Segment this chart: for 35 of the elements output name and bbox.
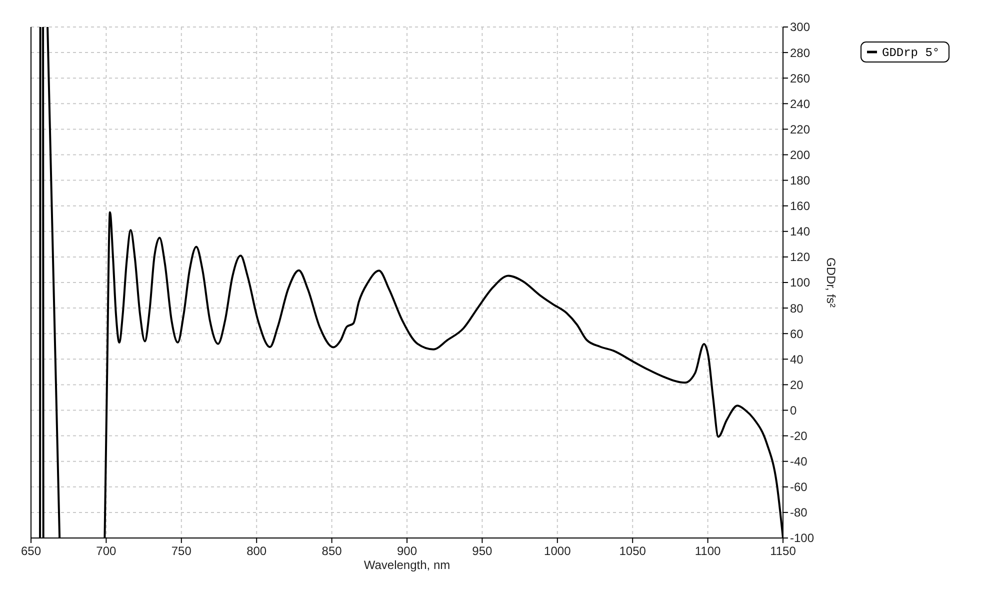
y-axis-title: GDDr, fs² <box>824 258 838 308</box>
x-tick-label: 1100 <box>694 544 722 558</box>
y-tick-label: 100 <box>790 276 810 290</box>
legend-label: GDDrp 5° <box>882 46 940 60</box>
y-tick-label: 60 <box>790 326 804 341</box>
x-tick-label: 950 <box>472 544 493 558</box>
y-tick-label: 200 <box>790 148 810 162</box>
x-tick-label: 1150 <box>770 544 796 558</box>
x-tick-label: 1000 <box>544 544 572 558</box>
x-tick-label: 850 <box>322 544 342 558</box>
y-tick-label: -60 <box>790 480 808 494</box>
y-tick-label: -100 <box>790 531 814 546</box>
y-tick-label: -40 <box>790 454 808 469</box>
y-tick-label: 220 <box>790 122 810 136</box>
y-tick-label: 0 <box>790 403 797 418</box>
x-tick-label: 900 <box>396 544 418 558</box>
x-tick-label: 650 <box>20 544 42 558</box>
y-tick-label: 280 <box>790 46 810 60</box>
y-tick-label: 240 <box>790 96 810 111</box>
x-tick-label: 750 <box>171 544 192 558</box>
y-tick-label: 120 <box>790 250 810 264</box>
x-axis-title: Wavelength, nm <box>364 558 450 572</box>
y-tick-label: 80 <box>790 301 804 316</box>
x-tick-label: 1050 <box>619 544 646 558</box>
y-tick-label: -80 <box>790 506 808 520</box>
x-tick-label: 700 <box>96 544 117 558</box>
y-tick-label: -20 <box>790 429 808 443</box>
y-tick-label: 260 <box>790 71 810 86</box>
y-tick-label: 300 <box>790 20 810 34</box>
x-tick-label: 800 <box>246 544 267 558</box>
y-tick-label: 180 <box>790 174 810 188</box>
y-tick-label: 160 <box>790 199 810 214</box>
y-tick-label: 40 <box>790 352 804 366</box>
y-tick-label: 140 <box>790 224 810 239</box>
y-tick-label: 20 <box>790 378 804 392</box>
